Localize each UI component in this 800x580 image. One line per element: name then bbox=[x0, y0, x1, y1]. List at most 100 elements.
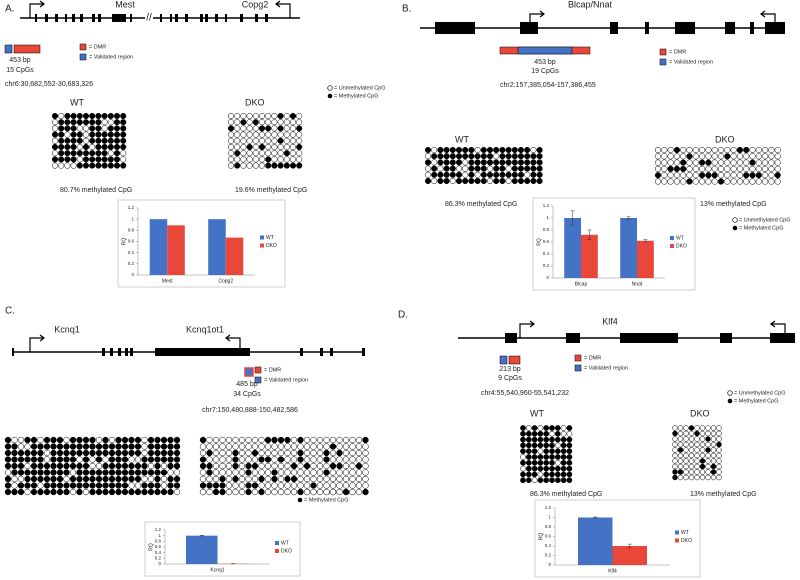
cpg-dot bbox=[493, 177, 500, 185]
cpg-dot bbox=[70, 162, 77, 169]
legend-text: = Validated region bbox=[89, 54, 133, 60]
cpg-dot bbox=[219, 449, 226, 457]
cpg-dot bbox=[51, 137, 59, 144]
cpg-dot bbox=[705, 436, 711, 442]
cpg-dot bbox=[245, 443, 252, 450]
cpg-dot bbox=[683, 463, 689, 470]
cpg-dot bbox=[525, 436, 532, 443]
cpg-dot bbox=[95, 456, 103, 463]
methylation-text: 19.6% methylated CpG bbox=[235, 187, 307, 194]
cpg-dot bbox=[206, 488, 213, 496]
cpg-dot bbox=[51, 162, 59, 169]
cpg-dot bbox=[524, 177, 531, 185]
cpg-dot bbox=[43, 436, 51, 444]
cpg-dot bbox=[755, 153, 762, 160]
cpg-dot bbox=[82, 436, 90, 444]
cpg-dot bbox=[336, 469, 343, 476]
cpg-dot bbox=[543, 442, 550, 449]
cpg-dot bbox=[245, 462, 252, 470]
cpg-dot bbox=[710, 452, 717, 459]
cpg-dot bbox=[154, 475, 161, 483]
cpg-dot bbox=[4, 449, 12, 457]
y-tick-label: 0.2 bbox=[543, 263, 550, 268]
group-label: WT bbox=[455, 134, 469, 144]
cpg-dot bbox=[121, 488, 129, 496]
cpg-dot bbox=[11, 475, 18, 483]
cpg-dot bbox=[560, 454, 567, 460]
cpg-dot bbox=[705, 172, 712, 179]
cpg-dot bbox=[768, 178, 775, 185]
cpg-dot bbox=[355, 443, 363, 450]
cpg-dot bbox=[342, 449, 350, 457]
exon bbox=[170, 14, 172, 22]
coordinates: chr7:150,480,888-150,482,586 bbox=[202, 407, 298, 414]
cpg-dot bbox=[323, 488, 330, 496]
bar bbox=[186, 535, 218, 564]
legend-text: = Unmethylated CpG bbox=[739, 217, 791, 223]
cpg-dot bbox=[710, 436, 717, 442]
cpg-dot bbox=[95, 449, 103, 457]
bar bbox=[149, 219, 168, 275]
cpg-dot bbox=[82, 449, 90, 457]
cpg-dot bbox=[147, 488, 155, 496]
methylation-text: 86.3% methylated CpG bbox=[530, 491, 602, 498]
bar bbox=[208, 219, 226, 275]
cpg-dot bbox=[258, 150, 266, 157]
tss-arrow bbox=[529, 10, 545, 28]
cpg-dot bbox=[342, 462, 350, 470]
y-tick-label: 0.4 bbox=[543, 251, 550, 256]
cpg-dot bbox=[296, 137, 303, 144]
cpg-dot bbox=[694, 463, 700, 470]
cpg-dot bbox=[554, 425, 561, 431]
cpg-dot bbox=[51, 156, 59, 163]
exon bbox=[160, 14, 162, 22]
cpg-dot bbox=[560, 477, 567, 484]
cpg-dot bbox=[711, 153, 718, 160]
cpg-dot bbox=[37, 462, 44, 470]
cpg-dot bbox=[525, 448, 532, 455]
cpg-dot bbox=[245, 469, 252, 476]
cpg-dot bbox=[277, 150, 284, 157]
cpg-dot bbox=[154, 456, 161, 463]
cpg-dot bbox=[683, 474, 689, 481]
cpg-dot bbox=[705, 441, 711, 448]
tss-arrow bbox=[225, 334, 241, 352]
cpg-dot bbox=[724, 165, 731, 172]
cpg-dot bbox=[443, 177, 450, 185]
cpg-dot bbox=[505, 146, 512, 154]
cpg-dot bbox=[30, 488, 38, 496]
cpg-dot bbox=[225, 456, 233, 463]
cpg-dot bbox=[424, 153, 432, 160]
cpg-dot bbox=[240, 125, 247, 132]
x-tick-label: Kcnq1 bbox=[210, 567, 224, 573]
cpg-dot bbox=[113, 162, 121, 169]
cpg-dot bbox=[277, 143, 284, 151]
cpg-dot bbox=[234, 125, 241, 132]
legend-text: = Methylated CpG bbox=[304, 497, 348, 503]
cpg-dot bbox=[749, 178, 756, 185]
cpg-dot bbox=[238, 469, 246, 476]
cpg-dot bbox=[134, 475, 142, 483]
cpg-dot bbox=[730, 146, 737, 154]
cpg-dot bbox=[730, 153, 737, 160]
cpg-dot bbox=[232, 469, 239, 476]
cpg-dot bbox=[661, 153, 668, 160]
cpg-dot bbox=[212, 469, 220, 476]
cpg-dot bbox=[240, 137, 247, 144]
cpg-dot bbox=[743, 165, 750, 172]
cpg-dot bbox=[51, 131, 59, 138]
cpg-dot bbox=[199, 482, 207, 489]
cpg-dot bbox=[677, 458, 684, 464]
exon bbox=[240, 14, 243, 22]
cpg-dot bbox=[499, 146, 506, 154]
cpg-dot bbox=[37, 482, 44, 489]
cpg-dot bbox=[134, 488, 142, 496]
cpg-dot bbox=[688, 458, 695, 464]
y-tick-label: 0.2 bbox=[545, 553, 552, 558]
cpg-dot bbox=[705, 452, 711, 459]
cpg-dot bbox=[699, 146, 706, 154]
cpg-dot bbox=[121, 482, 129, 489]
exon bbox=[330, 348, 333, 356]
bar bbox=[637, 240, 654, 278]
cpg-dot bbox=[277, 469, 285, 476]
